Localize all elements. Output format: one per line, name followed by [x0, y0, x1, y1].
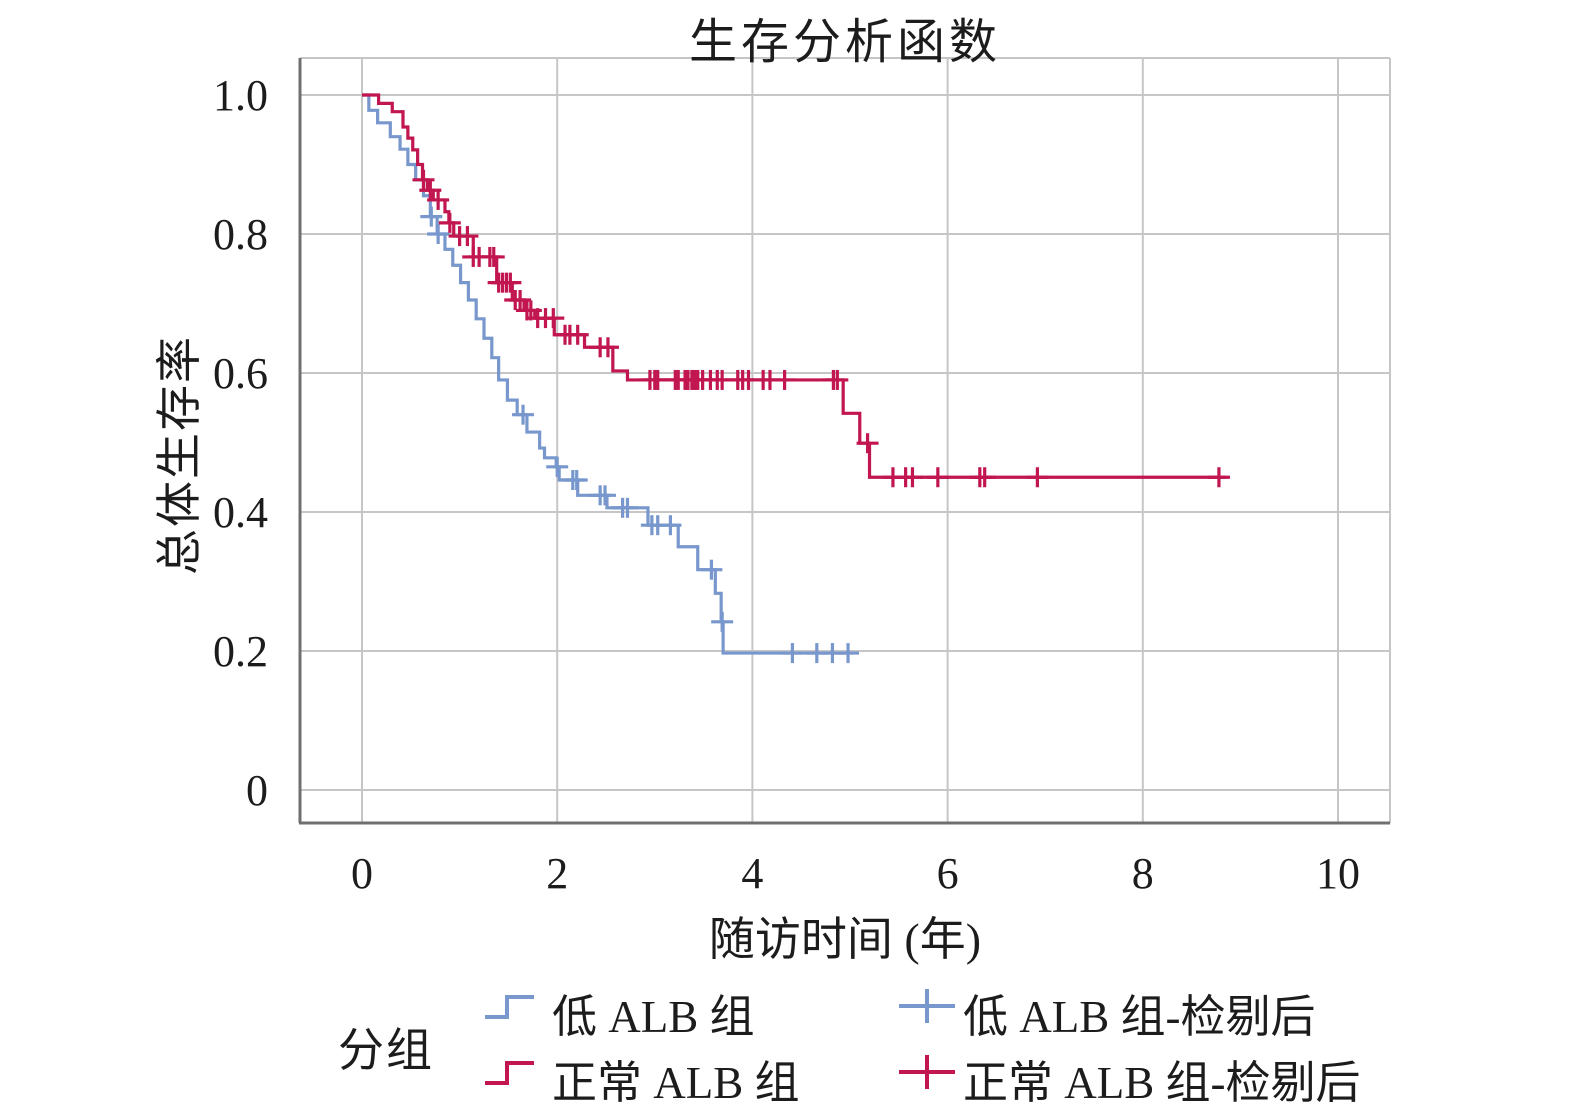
plot-frame: [298, 57, 1391, 825]
y-axis-label: 总体生存率: [154, 335, 205, 575]
x-axis-label: 随访时间 (年): [708, 914, 982, 965]
y-tick-label: 0.4: [213, 488, 268, 537]
legend-title: 分组: [338, 1025, 434, 1076]
legend-label-low-alb-censored: 低 ALB 组-检剔后: [963, 992, 1316, 1042]
x-tick-label: 0: [351, 849, 373, 898]
legend-label-low-alb: 低 ALB 组: [552, 992, 755, 1042]
legend-label-normal-alb: 正常 ALB 组: [552, 1058, 800, 1106]
legend-plus-symbol-low-alb-censored: [899, 989, 955, 1023]
x-tick-label: 8: [1132, 849, 1154, 898]
x-tick-label: 6: [937, 849, 959, 898]
y-tick-label: 0.2: [213, 627, 268, 676]
legend-plus-symbol-normal-alb-censored: [899, 1055, 955, 1089]
y-tick-label: 0: [246, 766, 268, 815]
legend-label-normal-alb-censored: 正常 ALB 组-检剔后: [963, 1058, 1361, 1106]
y-tick-labels: 1.0 0.8 0.6 0.4 0.2 0: [213, 71, 268, 815]
legend-step-symbol-normal-alb: [485, 1061, 534, 1085]
gridlines: [300, 58, 1390, 823]
x-tick-label: 4: [741, 849, 763, 898]
survival-curve-low-alb: [362, 93, 853, 655]
x-tick-label: 10: [1316, 849, 1360, 898]
y-tick-label: 0.6: [213, 349, 268, 398]
survival-curve-normal-alb: [362, 93, 1226, 479]
legend-step-symbol-low-alb: [485, 995, 534, 1019]
chart-title: 生存分析函数: [688, 16, 1001, 69]
x-tick-label: 2: [546, 849, 568, 898]
y-tick-label: 0.8: [213, 210, 268, 259]
y-tick-label: 1.0: [213, 71, 268, 120]
censor-marks-low-alb: [420, 206, 860, 664]
censor-marks-normal-alb: [412, 169, 1230, 488]
x-tick-labels: 0 2 4 6 8 10: [351, 849, 1360, 898]
